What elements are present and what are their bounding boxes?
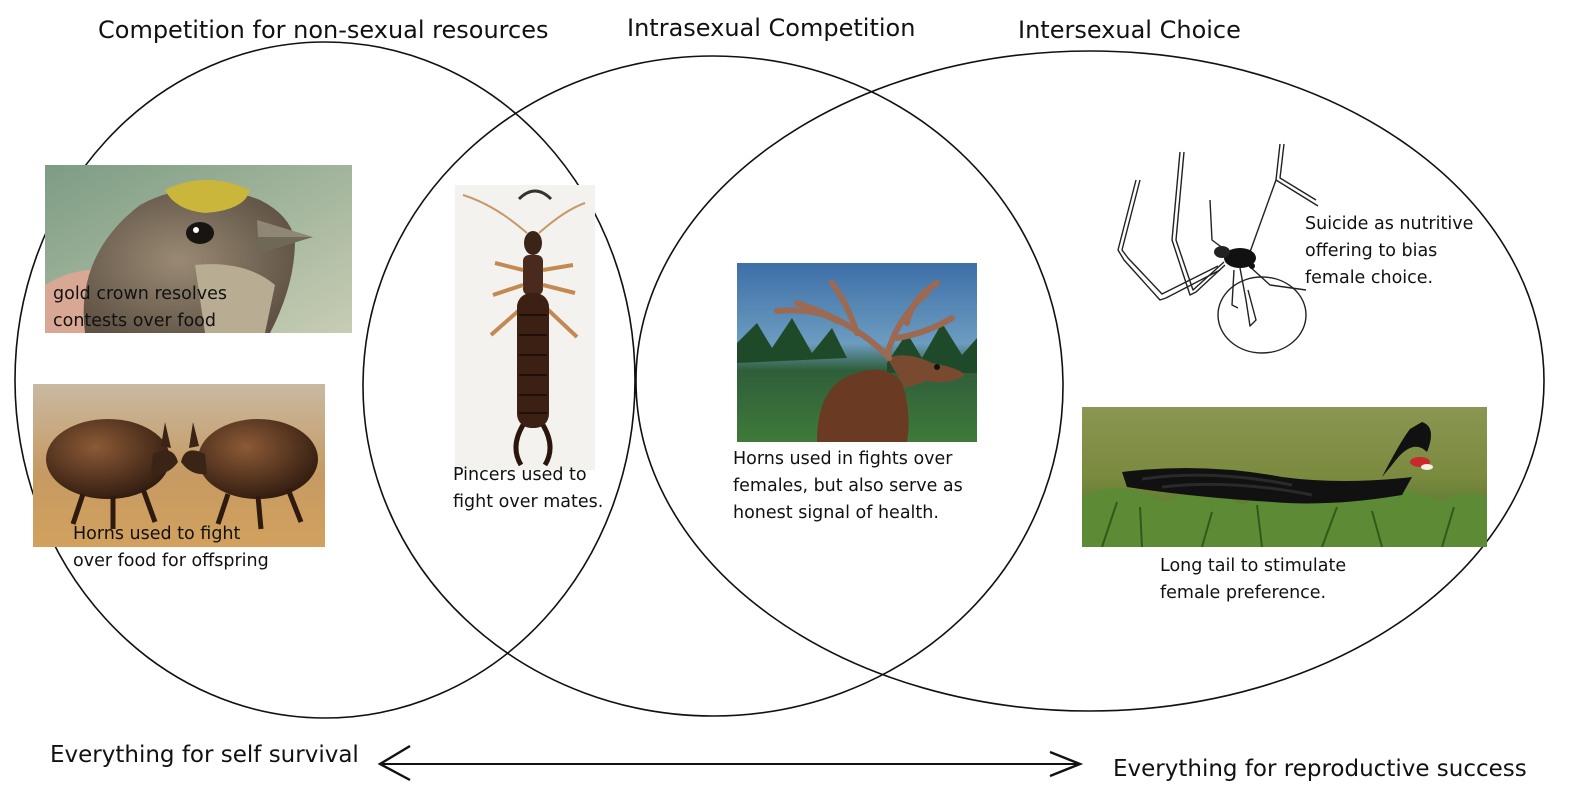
beetles-caption-line: Horns used to fight bbox=[73, 524, 241, 544]
elk-caption-line: Horns used in fights over bbox=[733, 449, 953, 469]
reproductive-success-label: Everything for reproductive success bbox=[1113, 756, 1527, 782]
spider-caption-line: Suicide as nutritive bbox=[1305, 214, 1474, 234]
heading-intrasexual-competition: Intrasexual Competition bbox=[627, 14, 916, 42]
circle-non-sexual-resources bbox=[14, 41, 636, 719]
bird-caption-line: gold crown resolves bbox=[53, 284, 227, 304]
bird-caption-line: contests over food bbox=[53, 311, 216, 331]
circle-intersexual-choice bbox=[635, 50, 1545, 712]
earwig-caption: Pincers used to fight over mates. bbox=[453, 462, 603, 516]
elk-photo bbox=[737, 263, 977, 442]
survival-reproduction-arrow bbox=[377, 744, 1084, 782]
widowbird-caption: Long tail to stimulate female preference… bbox=[1160, 553, 1346, 607]
circle-intrasexual-competition bbox=[362, 55, 1064, 717]
earwig-caption-line: fight over mates. bbox=[453, 492, 604, 512]
heading-intersexual-choice: Intersexual Choice bbox=[1018, 16, 1241, 44]
earwig-caption-line: Pincers used to bbox=[453, 465, 587, 485]
earwig-photo bbox=[455, 185, 595, 470]
spider-caption: Suicide as nutritive offering to bias fe… bbox=[1305, 211, 1473, 292]
widowbird-caption-line: female preference. bbox=[1160, 583, 1327, 603]
elk-caption: Horns used in fights over females, but a… bbox=[733, 446, 963, 527]
beetles-caption: Horns used to fight over food for offspr… bbox=[73, 521, 269, 575]
beetles-caption-line: over food for offspring bbox=[73, 551, 269, 571]
heading-non-sexual-resources: Competition for non-sexual resources bbox=[98, 16, 549, 44]
elk-caption-line: honest signal of health. bbox=[733, 503, 939, 523]
spider-drawing bbox=[1100, 140, 1320, 360]
spider-caption-line: female choice. bbox=[1305, 268, 1434, 288]
beetles-photo bbox=[33, 384, 325, 547]
bird-photo bbox=[45, 165, 352, 333]
elk-caption-line: females, but also serve as bbox=[733, 476, 963, 496]
self-survival-label: Everything for self survival bbox=[50, 742, 359, 768]
bird-caption: gold crown resolves contests over food bbox=[53, 281, 227, 335]
widowbird-caption-line: Long tail to stimulate bbox=[1160, 556, 1347, 576]
spider-caption-line: offering to bias bbox=[1305, 241, 1438, 261]
widowbird-photo bbox=[1082, 407, 1487, 547]
